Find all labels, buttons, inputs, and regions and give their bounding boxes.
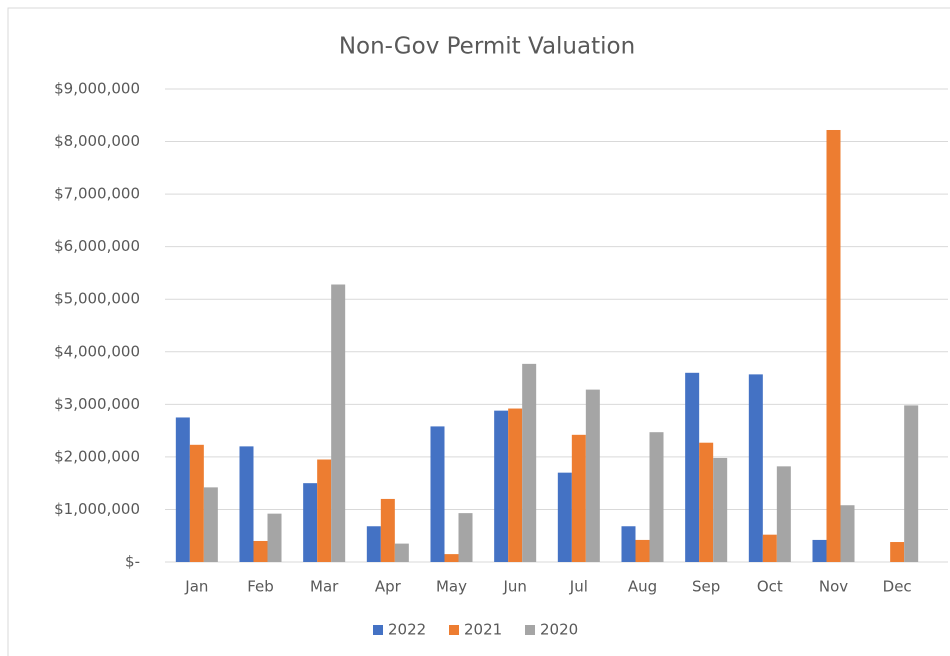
bar <box>458 513 473 562</box>
bar <box>253 540 268 562</box>
x-tick-label: Nov <box>819 578 848 596</box>
y-tick-label: $9,000,000 <box>54 80 140 98</box>
legend-swatch <box>449 625 459 635</box>
legend-swatch <box>525 625 535 635</box>
bar <box>840 505 855 562</box>
bar <box>557 472 572 562</box>
x-tick-label: Jan <box>184 578 208 596</box>
x-tick-label: Feb <box>247 578 274 596</box>
bar <box>267 513 282 562</box>
y-tick-label: $- <box>125 553 140 571</box>
y-tick-label: $5,000,000 <box>54 290 140 308</box>
x-tick-label: Apr <box>375 578 402 596</box>
bar <box>331 284 346 562</box>
chart-title: Non-Gov Permit Valuation <box>339 34 635 60</box>
legend-label: 2022 <box>388 621 426 639</box>
bar <box>303 483 318 562</box>
bar <box>508 408 523 562</box>
x-tick-label: Jun <box>502 578 526 596</box>
y-tick-label: $4,000,000 <box>54 342 140 360</box>
bar <box>571 434 586 562</box>
x-tick-label: Mar <box>310 578 339 596</box>
y-tick-label: $1,000,000 <box>54 500 140 518</box>
legend-label: 2021 <box>464 621 502 639</box>
bar <box>394 543 409 562</box>
legend-swatch <box>373 625 383 635</box>
chart-frame <box>7 7 950 656</box>
bar <box>239 446 254 562</box>
bar <box>635 539 650 562</box>
bar <box>904 405 919 562</box>
bar <box>713 457 728 562</box>
bar <box>685 372 700 562</box>
x-tick-label: Dec <box>883 578 912 596</box>
bar <box>748 374 763 562</box>
bar <box>776 466 791 562</box>
bar <box>890 542 905 562</box>
x-tick-label: Oct <box>757 578 783 596</box>
bar <box>189 444 204 562</box>
y-tick-label: $8,000,000 <box>54 132 140 150</box>
x-tick-label: Jul <box>569 578 588 596</box>
legend-label: 2020 <box>540 621 578 639</box>
bar <box>203 487 218 562</box>
x-tick-label: May <box>436 578 467 596</box>
bar <box>826 129 841 562</box>
y-tick-label: $2,000,000 <box>54 447 140 465</box>
bar <box>380 498 395 562</box>
y-tick-label: $7,000,000 <box>54 185 140 203</box>
bar <box>649 432 664 562</box>
bar <box>585 389 600 562</box>
bar <box>812 539 827 562</box>
x-tick-label: Aug <box>628 578 657 596</box>
bar <box>317 459 332 562</box>
bar <box>175 417 190 562</box>
y-tick-label: $3,000,000 <box>54 395 140 413</box>
bar <box>494 410 509 562</box>
bar <box>621 526 636 562</box>
bar <box>366 526 381 562</box>
y-tick-label: $6,000,000 <box>54 237 140 255</box>
bar <box>699 442 714 562</box>
bar <box>522 363 537 562</box>
bar <box>444 554 459 562</box>
bar <box>762 534 777 562</box>
bar <box>430 426 445 562</box>
x-tick-label: Sep <box>692 578 720 596</box>
